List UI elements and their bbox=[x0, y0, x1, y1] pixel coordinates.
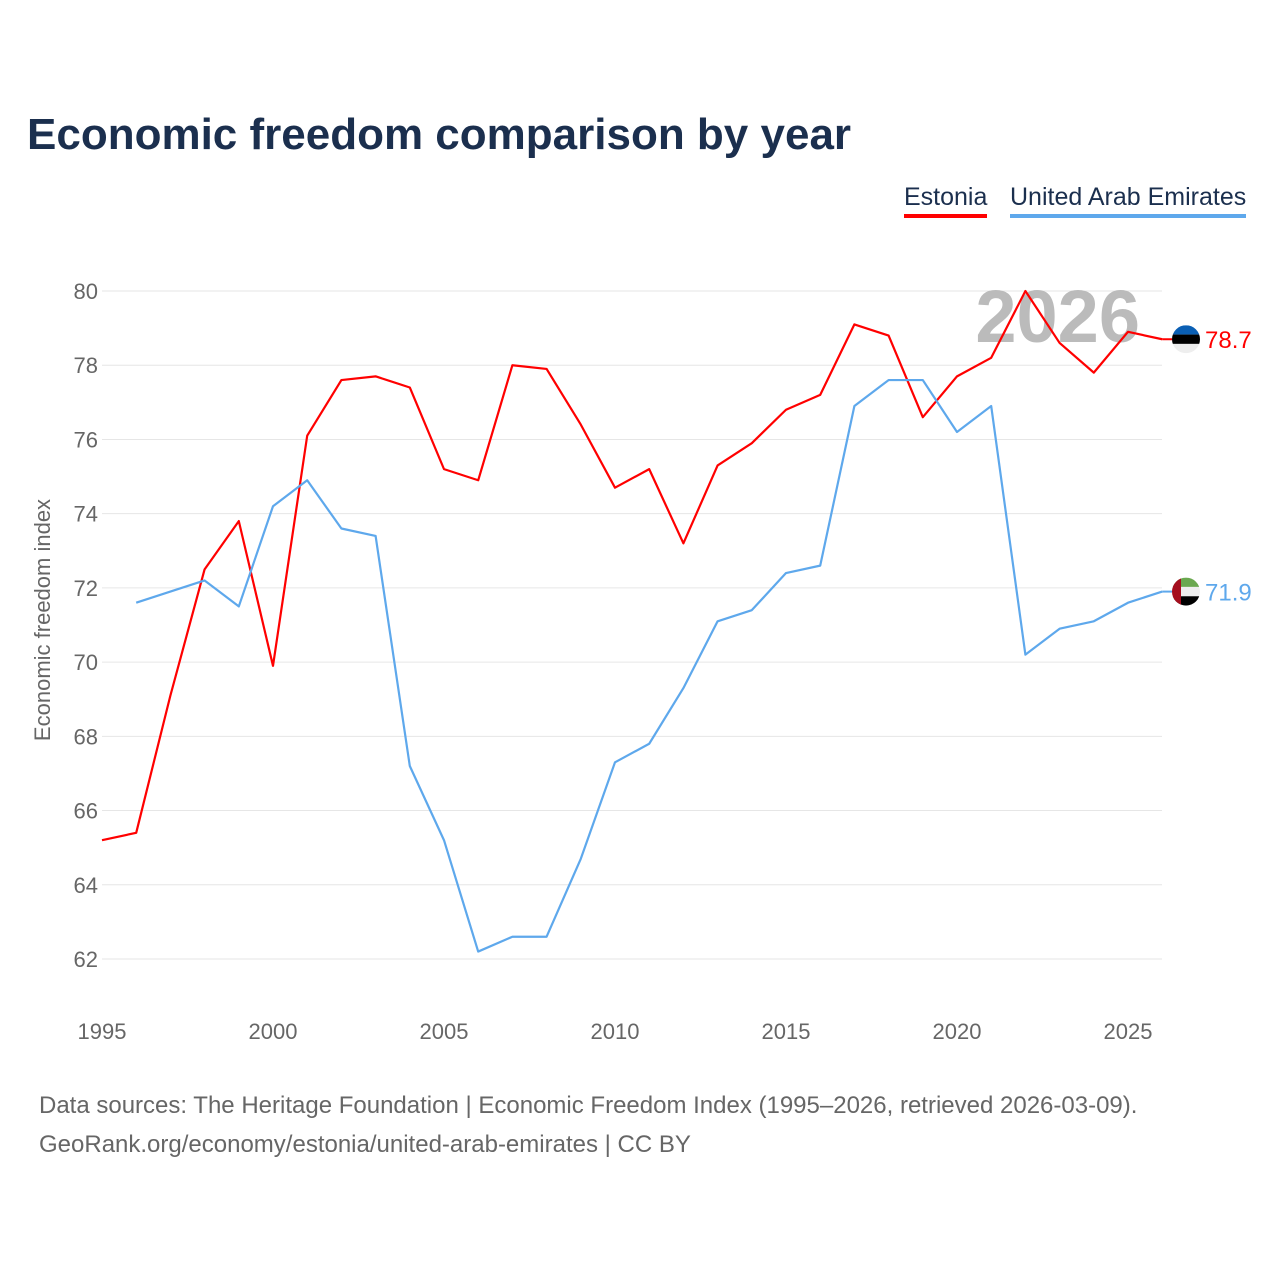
y-tick-label: 78 bbox=[74, 353, 98, 378]
x-tick-label: 2010 bbox=[591, 1019, 640, 1044]
series-line-estonia bbox=[101, 289, 1163, 842]
y-tick-label: 76 bbox=[74, 427, 98, 452]
x-tick-label: 2020 bbox=[933, 1019, 982, 1044]
year-watermark: 2026 bbox=[975, 275, 1140, 358]
legend-estonia[interactable]: Estonia bbox=[904, 183, 988, 218]
end-value-label: 71.9 bbox=[1205, 580, 1252, 607]
legend-uae[interactable]: United Arab Emirates bbox=[1010, 183, 1247, 218]
y-tick-label: 70 bbox=[74, 650, 98, 675]
y-tick-label: 62 bbox=[74, 947, 98, 972]
x-tick-label: 1995 bbox=[78, 1019, 127, 1044]
y-tick-label: 80 bbox=[74, 279, 98, 304]
y-tick-label: 66 bbox=[74, 799, 98, 824]
series-line-uae bbox=[135, 378, 1163, 953]
source-line-1: Data sources: The Heritage Foundation | … bbox=[39, 1092, 1138, 1119]
source-note: Data sources: The Heritage Foundation | … bbox=[39, 1086, 1137, 1164]
x-tick-label: 2025 bbox=[1104, 1019, 1153, 1044]
source-line-2[interactable]: GeoRank.org/economy/estonia/united-arab-… bbox=[39, 1131, 691, 1158]
x-tick-label: 2000 bbox=[249, 1019, 298, 1044]
y-tick-label: 68 bbox=[74, 724, 98, 749]
y-axis-label: Economic freedom index bbox=[30, 499, 55, 741]
y-tick-label: 74 bbox=[74, 502, 98, 527]
y-tick-label: 64 bbox=[74, 873, 98, 898]
x-tick-label: 2005 bbox=[420, 1019, 469, 1044]
y-tick-label: 72 bbox=[74, 576, 98, 601]
uae-flag-icon bbox=[1172, 577, 1200, 606]
x-tick-label: 2015 bbox=[762, 1019, 811, 1044]
chart-title: Economic freedom comparison by year bbox=[27, 110, 852, 159]
estonia-flag-icon bbox=[1172, 325, 1200, 354]
end-value-label: 78.7 bbox=[1205, 327, 1252, 354]
